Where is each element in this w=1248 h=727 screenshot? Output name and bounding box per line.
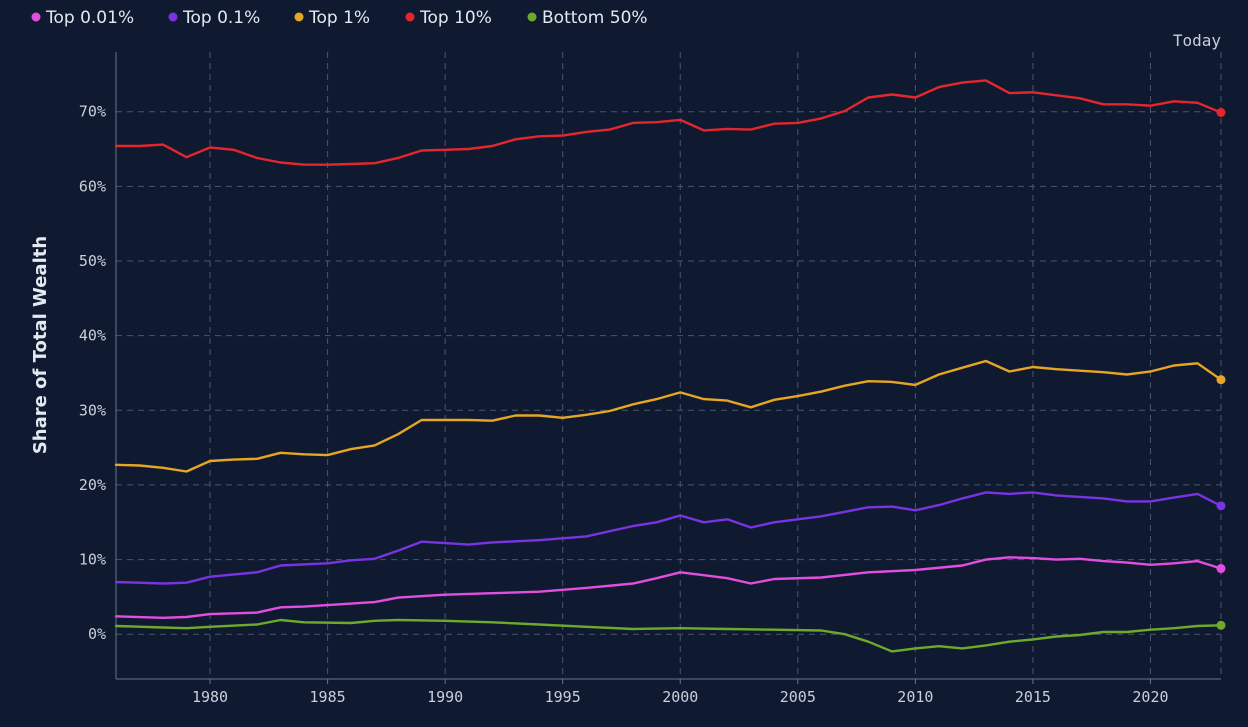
legend-item-top-0-01: Top 0.01% bbox=[31, 8, 134, 28]
series-line-top-1 bbox=[114, 359, 1223, 473]
legend-label-top-1: Top 1% bbox=[308, 8, 370, 28]
y-axis-label: Share of Total Wealth bbox=[30, 236, 51, 454]
legend-swatch-bottom-50 bbox=[527, 12, 537, 22]
series-endpoint-top-1 bbox=[1216, 375, 1226, 385]
series-endpoint-top-10 bbox=[1216, 107, 1226, 117]
series-line-top-0-1 bbox=[114, 491, 1223, 585]
legend-swatch-top-0-1 bbox=[168, 12, 178, 22]
y-tick-label-10: 10% bbox=[79, 551, 106, 569]
legend-item-top-0-1: Top 0.1% bbox=[168, 8, 260, 28]
legend-item-bottom-50: Bottom 50% bbox=[527, 8, 648, 28]
y-tick-label-70: 70% bbox=[79, 103, 106, 121]
legend-swatch-top-0-01 bbox=[31, 12, 41, 22]
x-tick-label-1995: 1995 bbox=[545, 688, 581, 706]
x-tick-label-1980: 1980 bbox=[192, 688, 228, 706]
legend: Top 0.01% Top 0.1% Top 1% Top 10% Bottom 50% bbox=[31, 8, 648, 28]
y-tick-label-20: 20% bbox=[79, 476, 106, 494]
y-tick-label-30: 30% bbox=[79, 401, 106, 419]
axes-layer bbox=[115, 52, 1221, 684]
x-tick-label-2005: 2005 bbox=[780, 688, 816, 706]
y-tick-label-50: 50% bbox=[79, 252, 106, 270]
y-tick-label-0: 0% bbox=[88, 625, 106, 643]
legend-label-top-0-1: Top 0.1% bbox=[182, 8, 260, 28]
tick-labels-layer: 1980 1985 1990 1995 2000 2005 2010 2015 2020 0% 10… bbox=[79, 103, 1169, 706]
x-tick-label-2000: 2000 bbox=[662, 688, 698, 706]
legend-swatch-top-1 bbox=[294, 12, 304, 22]
y-tick-label-60: 60% bbox=[79, 177, 106, 195]
series-line-top-0-01 bbox=[114, 556, 1223, 619]
x-tick-label-2020: 2020 bbox=[1132, 688, 1168, 706]
x-tick-label-1985: 1985 bbox=[310, 688, 346, 706]
series-line-top-10 bbox=[114, 79, 1223, 166]
x-tick-label-1990: 1990 bbox=[427, 688, 463, 706]
legend-label-top-0-01: Top 0.01% bbox=[45, 8, 134, 28]
series-endpoint-top-0-1 bbox=[1216, 501, 1226, 511]
legend-label-top-10: Top 10% bbox=[419, 8, 492, 28]
series-endpoint-top-0-01 bbox=[1216, 564, 1226, 574]
x-tick-label-2015: 2015 bbox=[1015, 688, 1051, 706]
x-tick-label-2010: 2010 bbox=[897, 688, 933, 706]
series-endpoint-bottom-50 bbox=[1216, 620, 1226, 630]
today-label: Today bbox=[1173, 31, 1222, 50]
legend-item-top-1: Top 1% bbox=[294, 8, 370, 28]
legend-label-bottom-50: Bottom 50% bbox=[542, 8, 648, 28]
series-layer bbox=[114, 79, 1226, 653]
legend-swatch-top-10 bbox=[405, 12, 415, 22]
legend-item-top-10: Top 10% bbox=[405, 8, 492, 28]
y-tick-label-40: 40% bbox=[79, 327, 106, 345]
grid-layer bbox=[116, 52, 1222, 679]
series-line-bottom-50 bbox=[114, 618, 1223, 653]
